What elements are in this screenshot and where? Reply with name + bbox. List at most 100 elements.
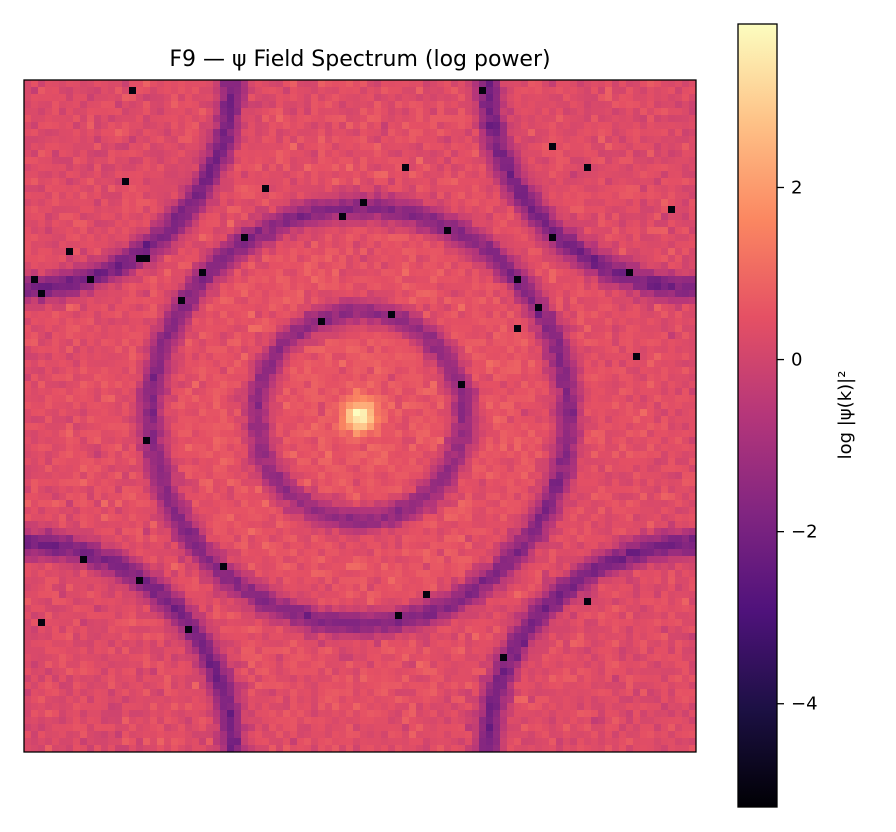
heatmap-cell [31, 164, 39, 172]
heatmap-cell [374, 213, 382, 221]
heatmap-cell [416, 437, 424, 445]
heatmap-cell [437, 101, 445, 109]
heatmap-cell [248, 143, 256, 151]
heatmap-cell [591, 381, 599, 389]
heatmap-cell [45, 262, 53, 270]
heatmap-cell [38, 269, 46, 277]
heatmap-cell [374, 150, 382, 158]
heatmap-cell [185, 367, 193, 375]
heatmap-cell [612, 171, 620, 179]
heatmap-cell [45, 213, 53, 221]
heatmap-cell [521, 143, 529, 151]
heatmap-cell [283, 339, 291, 347]
heatmap-cell [143, 374, 151, 382]
heatmap-cell [388, 388, 396, 396]
heatmap-cell [395, 297, 403, 305]
heatmap-cell [556, 234, 564, 242]
heatmap-cell [31, 94, 39, 102]
heatmap-cell [507, 402, 515, 410]
heatmap-cell [458, 360, 466, 368]
heatmap-cell [395, 122, 403, 130]
heatmap-cell [45, 381, 53, 389]
heatmap-cell [514, 318, 522, 326]
heatmap-cell [430, 150, 438, 158]
heatmap-cell [430, 402, 438, 410]
heatmap-cell [563, 437, 571, 445]
heatmap-cell [269, 409, 277, 417]
heatmap-cell [598, 241, 606, 249]
heatmap-cell [591, 178, 599, 186]
heatmap-cell [192, 150, 200, 158]
heatmap-cell [423, 115, 431, 123]
heatmap-cell [563, 339, 571, 347]
heatmap-cell [346, 108, 354, 116]
heatmap-cell [395, 150, 403, 158]
heatmap-cell [563, 346, 571, 354]
heatmap-cell [451, 248, 459, 256]
heatmap-cell [444, 227, 452, 235]
heatmap-cell [87, 297, 95, 305]
heatmap-cell [570, 227, 578, 235]
heatmap-cell [430, 416, 438, 424]
heatmap-cell [689, 388, 697, 396]
heatmap-cell [507, 332, 515, 340]
heatmap-cell [374, 227, 382, 235]
heatmap-cell [311, 206, 319, 214]
heatmap-cell [157, 325, 165, 333]
heatmap-cell [101, 122, 109, 130]
heatmap-cell [171, 115, 179, 123]
heatmap-cell [416, 395, 424, 403]
heatmap-cell [465, 206, 473, 214]
heatmap-cell [346, 94, 354, 102]
heatmap-cell [591, 213, 599, 221]
heatmap-cell [409, 185, 417, 193]
heatmap-cell [605, 255, 613, 263]
heatmap-cell [52, 157, 60, 165]
heatmap-cell [570, 374, 578, 382]
heatmap-cell [199, 164, 207, 172]
heatmap-cell [633, 213, 641, 221]
heatmap-cell [241, 108, 249, 116]
heatmap-cell [682, 108, 690, 116]
heatmap-cell [402, 290, 410, 298]
heatmap-cell [297, 255, 305, 263]
heatmap-cell [619, 339, 627, 347]
heatmap-cell [136, 381, 144, 389]
heatmap-cell [479, 367, 487, 375]
heatmap-cell [535, 157, 543, 165]
heatmap-cell [689, 241, 697, 249]
heatmap-cell [535, 374, 543, 382]
heatmap-cell [115, 143, 123, 151]
heatmap-cell [381, 101, 389, 109]
heatmap-cell [689, 115, 697, 123]
heatmap-cell [661, 402, 669, 410]
heatmap-cell [374, 115, 382, 123]
heatmap-cell [269, 87, 277, 95]
heatmap-cell [325, 360, 333, 368]
heatmap-cell [381, 199, 389, 207]
heatmap-cell [52, 269, 60, 277]
heatmap-cell [38, 178, 46, 186]
heatmap-cell [185, 136, 193, 144]
heatmap-cell [465, 80, 473, 88]
heatmap-cell [129, 437, 137, 445]
heatmap-cell [465, 297, 473, 305]
heatmap-cell [136, 94, 144, 102]
heatmap-cell [220, 325, 228, 333]
heatmap-cell [514, 192, 522, 200]
heatmap-cell [584, 318, 592, 326]
heatmap-cell [612, 423, 620, 431]
heatmap-cell [479, 136, 487, 144]
heatmap-cell [220, 143, 228, 151]
heatmap-cell [409, 332, 417, 340]
heatmap-cell [444, 430, 452, 438]
heatmap-cell [640, 129, 648, 137]
heatmap-cell [143, 304, 151, 312]
heatmap-cell [87, 367, 95, 375]
heatmap-cell [129, 129, 137, 137]
heatmap-cell [101, 164, 109, 172]
heatmap-cell [360, 402, 368, 410]
heatmap-cell [45, 185, 53, 193]
heatmap-cell [388, 199, 396, 207]
heatmap-cell [668, 388, 676, 396]
